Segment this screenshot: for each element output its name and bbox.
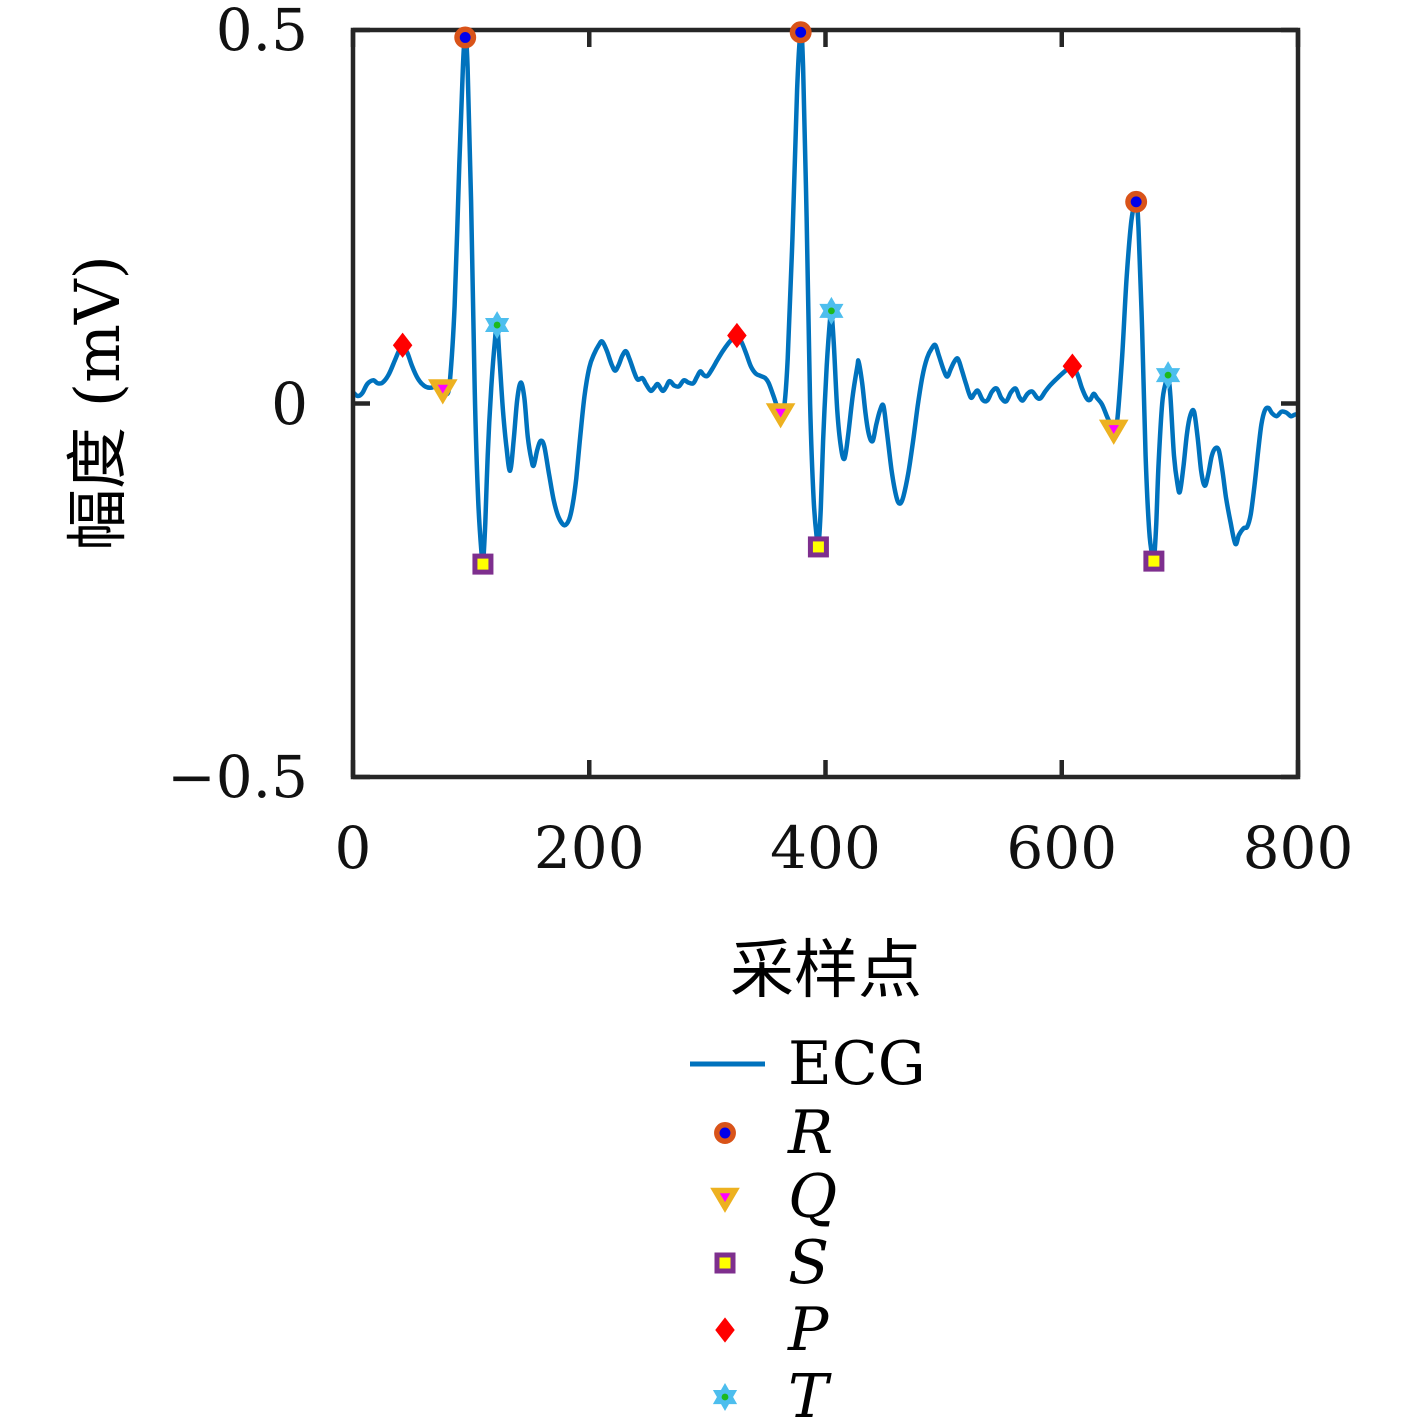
x-tick-label-0: 0 [334,814,372,882]
marker-S-0 [472,553,494,575]
marker-Q-2 [1098,419,1129,445]
y-tick-label-−0.5: −0.5 [167,743,308,811]
marker-S-1 [807,536,829,558]
marker-R-2 [1125,190,1148,213]
x-tick-label-800: 800 [1242,814,1354,882]
marker-P-1 [727,322,747,349]
marker-S-2 [1143,550,1165,572]
ecg-line [351,29,1300,570]
x-tick-label-200: 200 [533,814,645,882]
marker-Q-0 [427,379,458,405]
marker-T-center-dot [828,307,835,315]
x-tick-label-400: 400 [770,814,881,882]
y-tick-label-0.5: 0.5 [215,0,308,64]
y-axis-label: 幅度 (mV) [61,255,134,551]
marker-T-center-dot [493,321,501,329]
marker-P-0 [392,332,413,358]
marker-T-center-dot [1164,371,1172,379]
marker-R-1 [789,21,812,44]
marker-Q-1 [765,403,796,429]
y-tick-label-0: 0 [271,369,308,438]
marker-R-0 [454,26,477,49]
x-axis-label: 采样点 [730,934,922,1008]
x-tick-label-600: 600 [1006,814,1118,882]
marker-P-2 [1062,353,1083,379]
